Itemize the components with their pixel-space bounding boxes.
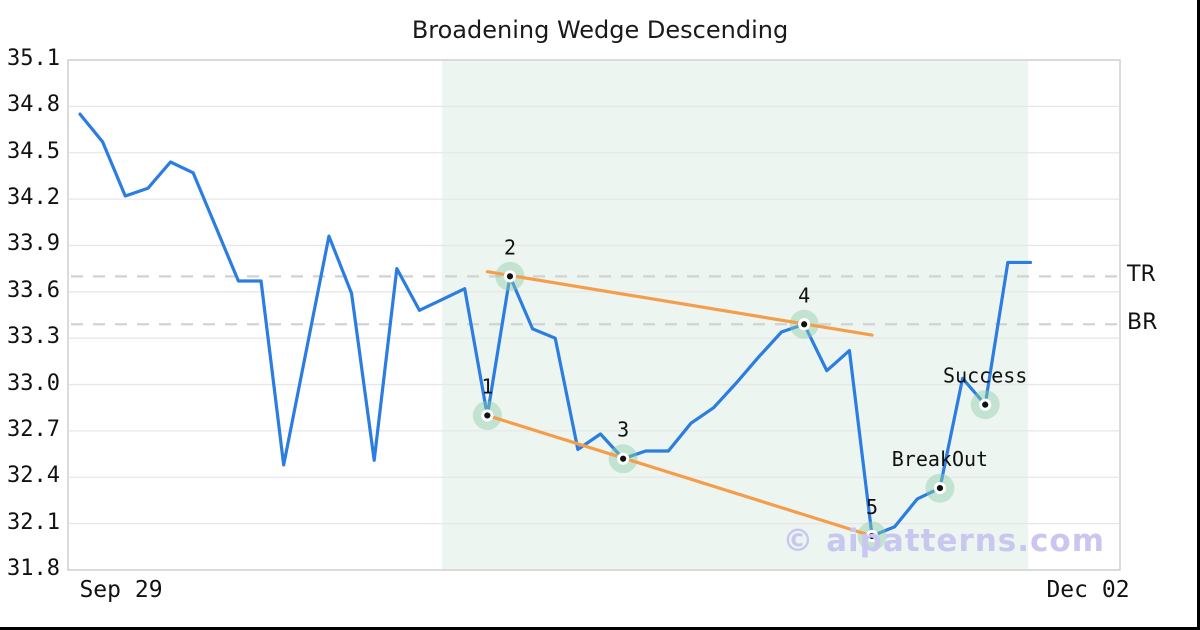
pattern-shade-region: [442, 61, 1029, 569]
y-tick-label: 32.1: [7, 509, 60, 535]
marker-dot-success: [979, 398, 992, 411]
tr-line-label: TR: [1127, 262, 1156, 288]
marker-dot-2: [503, 270, 517, 283]
marker-dot-3: [617, 452, 630, 465]
y-tick-label: 34.2: [7, 185, 60, 211]
y-tick-label: 33.6: [7, 277, 60, 303]
marker-label-2: 2: [504, 235, 516, 259]
marker-label-breakout: BreakOut: [892, 447, 988, 471]
marker-label-1: 1: [481, 374, 493, 398]
lower-trendline: [485, 413, 874, 538]
marker-label-4: 4: [798, 283, 810, 307]
y-tick-label: 33.0: [7, 370, 60, 396]
marker-label-5: 5: [866, 495, 878, 519]
y-tick-label: 33.3: [7, 324, 60, 350]
y-tick-label: 31.8: [7, 556, 60, 581]
x-axis-label-start: Sep 29: [79, 577, 163, 603]
marker-dot-4: [798, 318, 811, 331]
y-tick-label: 32.4: [7, 463, 60, 489]
y-tick-label: 35.1: [7, 46, 60, 71]
marker-dot-5: [865, 529, 879, 543]
y-tick-label: 34.8: [7, 92, 60, 118]
marker-label-success: Success: [943, 364, 1027, 388]
marker-dot-1: [481, 409, 494, 422]
br-line-label: BR: [1127, 310, 1158, 336]
watermark: © aipatterns.com: [782, 523, 1105, 559]
marker-label-3: 3: [617, 418, 629, 442]
y-tick-label: 34.5: [7, 138, 60, 164]
x-axis-label-end: Dec 02: [1046, 577, 1130, 603]
y-tick-label: 32.7: [7, 416, 60, 442]
plot-frame: [67, 59, 1121, 571]
y-tick-label: 33.9: [7, 231, 60, 257]
chart-title: Broadening Wedge Descending: [411, 16, 789, 44]
marker-dot-breakout: [933, 481, 947, 495]
